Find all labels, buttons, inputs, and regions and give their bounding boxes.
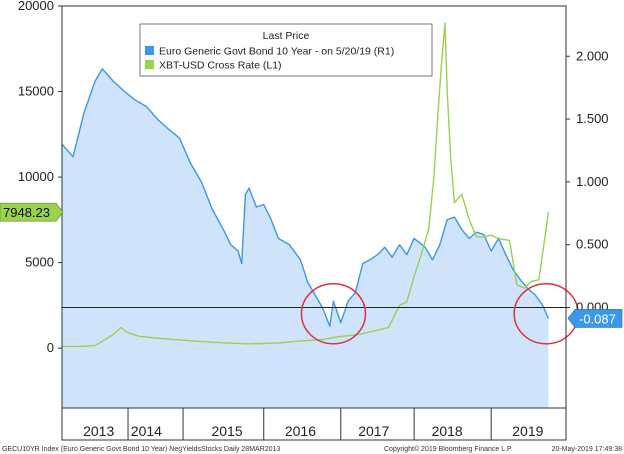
y-right-tick-label: 0.500 <box>576 237 609 252</box>
y-right-tick-label: 1.500 <box>576 111 609 126</box>
x-tick-label: 2013 <box>83 423 114 439</box>
x-tick-label: 2019 <box>512 423 543 439</box>
footer-source: GECU10YR Index (Euro Generic Govt Bond 1… <box>2 446 280 453</box>
left-last-value: 7948.23 <box>3 205 50 220</box>
x-tick-label: 2017 <box>358 423 389 439</box>
legend-swatch-1 <box>145 46 154 55</box>
x-tick-label: 2018 <box>432 423 463 439</box>
legend-label-1: Euro Generic Govt Bond 10 Year - on 5/20… <box>159 46 394 58</box>
footer-copyright: Copyright© 2019 Bloomberg Finance L.P. <box>384 445 513 453</box>
x-tick-label: 2016 <box>285 423 316 439</box>
y-left-tick-label: 20000 <box>18 0 54 13</box>
y-left-tick-label: 5000 <box>25 255 54 270</box>
footer-timestamp: 20-May-2019 17:49:38 <box>552 446 623 453</box>
y-right-tick-label: 2.000 <box>576 48 609 63</box>
y-right-tick-label: 1.000 <box>576 174 609 189</box>
y-left-tick-label: 10000 <box>18 169 54 184</box>
left-last-value-tag <box>0 202 64 222</box>
legend-swatch-2 <box>145 60 154 69</box>
right-last-value-tag <box>567 309 623 328</box>
x-tick-label: 2014 <box>131 423 162 439</box>
right-last-value: -0.087 <box>579 311 616 326</box>
y-left-tick-label: 0 <box>47 340 54 355</box>
legend-title: Last Price <box>263 30 310 42</box>
y-left-tick-label: 15000 <box>18 84 54 99</box>
x-tick-label: 2015 <box>211 423 242 439</box>
legend-box <box>139 23 433 77</box>
annotation-circle-1 <box>300 283 367 345</box>
x-axis-band <box>61 407 567 441</box>
bond-series-line <box>61 68 550 327</box>
legend-label-2: XBT-USD Cross Rate (L1) <box>159 60 282 72</box>
bond-series-area <box>62 68 549 409</box>
xbt-series-line <box>62 22 550 348</box>
